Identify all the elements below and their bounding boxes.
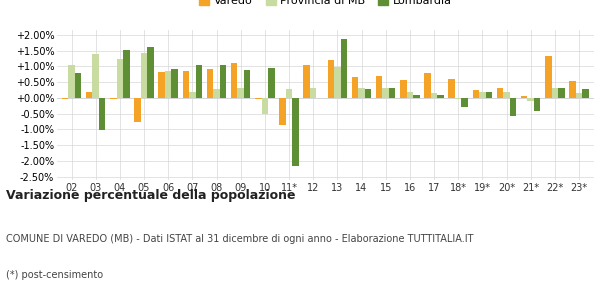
Bar bbox=[576, 93, 582, 98]
Bar bbox=[110, 98, 116, 100]
Bar bbox=[279, 98, 286, 125]
Bar bbox=[334, 67, 341, 98]
Bar bbox=[510, 98, 517, 116]
Bar bbox=[238, 88, 244, 98]
Bar bbox=[400, 80, 407, 98]
Bar bbox=[292, 98, 299, 166]
Bar bbox=[99, 98, 106, 130]
Bar bbox=[558, 88, 565, 98]
Bar bbox=[461, 98, 468, 107]
Bar bbox=[413, 95, 419, 98]
Bar bbox=[165, 71, 172, 98]
Bar bbox=[68, 65, 75, 98]
Bar bbox=[341, 40, 347, 98]
Bar bbox=[358, 88, 365, 98]
Bar bbox=[365, 89, 371, 98]
Bar bbox=[207, 70, 213, 98]
Bar bbox=[455, 98, 461, 100]
Bar bbox=[158, 72, 165, 98]
Bar bbox=[485, 92, 492, 98]
Bar bbox=[437, 95, 444, 98]
Bar bbox=[62, 98, 68, 100]
Bar bbox=[182, 71, 189, 98]
Bar bbox=[352, 77, 358, 98]
Text: Variazione percentuale della popolazione: Variazione percentuale della popolazione bbox=[6, 189, 296, 202]
Text: (*) post-censimento: (*) post-censimento bbox=[6, 270, 103, 280]
Bar bbox=[189, 92, 196, 98]
Bar bbox=[286, 89, 292, 98]
Bar bbox=[527, 98, 534, 101]
Bar bbox=[231, 63, 238, 98]
Bar bbox=[473, 90, 479, 98]
Bar bbox=[376, 76, 382, 98]
Bar bbox=[172, 70, 178, 98]
Legend: Varedo, Provincia di MB, Lombardia: Varedo, Provincia di MB, Lombardia bbox=[197, 0, 454, 8]
Bar bbox=[534, 98, 541, 110]
Text: COMUNE DI VAREDO (MB) - Dati ISTAT al 31 dicembre di ogni anno - Elaborazione TU: COMUNE DI VAREDO (MB) - Dati ISTAT al 31… bbox=[6, 234, 473, 244]
Bar bbox=[551, 88, 558, 98]
Bar bbox=[424, 73, 431, 98]
Bar bbox=[141, 53, 147, 98]
Bar bbox=[262, 98, 268, 114]
Bar bbox=[521, 96, 527, 98]
Bar bbox=[268, 68, 275, 98]
Bar bbox=[196, 65, 202, 98]
Bar bbox=[123, 50, 130, 98]
Bar bbox=[244, 70, 250, 98]
Bar bbox=[116, 59, 123, 98]
Bar bbox=[310, 88, 316, 98]
Bar bbox=[389, 88, 395, 98]
Bar bbox=[134, 98, 141, 122]
Bar bbox=[147, 47, 154, 98]
Bar bbox=[479, 92, 485, 98]
Bar bbox=[407, 92, 413, 98]
Bar bbox=[497, 88, 503, 98]
Bar bbox=[503, 92, 510, 98]
Bar bbox=[431, 93, 437, 98]
Bar bbox=[86, 92, 92, 98]
Bar bbox=[220, 65, 226, 98]
Bar bbox=[213, 89, 220, 98]
Bar bbox=[75, 73, 81, 98]
Bar bbox=[582, 89, 589, 98]
Bar bbox=[304, 65, 310, 98]
Bar bbox=[448, 79, 455, 98]
Bar bbox=[569, 82, 576, 98]
Bar bbox=[255, 98, 262, 100]
Bar bbox=[382, 88, 389, 98]
Bar bbox=[545, 56, 551, 98]
Bar bbox=[328, 60, 334, 98]
Bar bbox=[92, 54, 99, 98]
